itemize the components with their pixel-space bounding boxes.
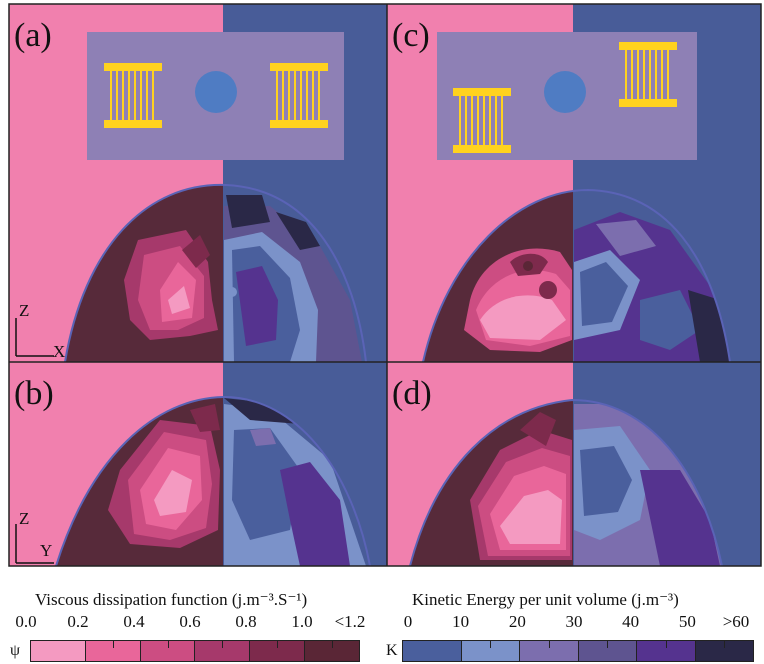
colorbar-tick-mark [548,641,550,648]
panel-d: (d) [387,362,761,566]
axis-indicator-yz [15,524,54,564]
colorbar-segment [460,641,519,661]
colorbar-segment [694,641,753,661]
panel-label-c: (c) [392,17,430,54]
colorbar-tick-label: 20 [508,612,526,631]
colorbar-tick-label: >60 [722,612,750,631]
dome-d [410,400,722,566]
colorbar-tick-label: 0.8 [235,612,257,631]
legend-title-viscous: Viscous dissipation function (j.m⁻³.S⁻¹) [35,590,308,609]
colorbar-segment [636,641,695,661]
colorbar-tick-label: 30 [565,612,583,631]
colorbar-tick-label: 10 [452,612,470,631]
inset-schematic-a [87,32,344,160]
panel-label-b: (b) [14,375,54,412]
colorbar-tick-label: 1.0 [291,612,313,631]
axis-label-z-top: Z [19,301,29,320]
colorbar-segment [249,641,305,661]
panel-a: (a) Z X [9,4,387,362]
colorbar-tick-mark [332,641,334,648]
legend-symbol-psi: ψ [10,642,21,659]
axis-label-z-bottom: Z [19,509,29,528]
colorbar-tick-mark [277,641,279,648]
panel-b: (b) Z Y [9,362,387,566]
colorbar-viscous [30,640,360,662]
colorbar-tick-label: 0.4 [123,612,145,631]
colorbar-tick-label: 0 [403,612,413,631]
panel-label-d: (d) [392,375,432,412]
colorbar-tick-label: <1.2 [334,612,366,631]
colorbar-tick-label: 0.6 [179,612,201,631]
colorbar-tick-mark [490,641,492,648]
colorbar-tick-mark [222,641,224,648]
colorbar-tick-label: 0.0 [15,612,37,631]
colorbar-segment [304,641,359,661]
axis-label-y: Y [40,541,52,560]
dome-c [423,190,730,362]
legend-symbol-k: K [386,642,398,659]
colorbar-segment [577,641,636,661]
colorbar-tick-mark [665,641,667,648]
colorbar-segment [194,641,250,661]
inset-schematic-c [437,32,697,160]
panel-frame [8,3,762,567]
figure-panels: (a) Z X [8,3,762,567]
colorbar-tick-label: 40 [622,612,640,631]
colorbar-tick-mark [724,641,726,648]
colorbar-tick-label: 50 [678,612,696,631]
colorbar-tick-mark [607,641,609,648]
colorbar-tick-mark [112,641,114,648]
colorbar-segment [403,641,461,661]
colorbar-segment [519,641,578,661]
axis-label-x: X [53,342,65,361]
colorbar-kinetic [402,640,754,662]
colorbar-tick-mark [167,641,169,648]
colorbar-segment [31,641,85,661]
panel-c: (c) [387,4,761,362]
colorbar-tick-label: 0.2 [67,612,89,631]
panel-label-a: (a) [14,17,52,54]
legend-title-kinetic: Kinetic Energy per unit volume (j.m⁻³) [412,590,679,609]
colorbar-segment [139,641,195,661]
colorbar-segment [84,641,140,661]
axis-indicator-xz [15,318,54,357]
